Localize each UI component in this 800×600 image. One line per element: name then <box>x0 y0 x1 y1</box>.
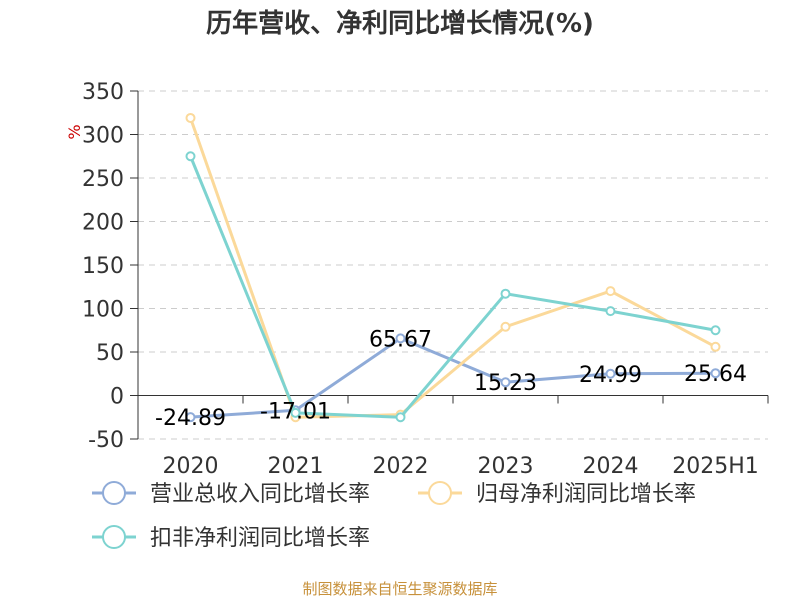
y-tick-label: 300 <box>82 124 124 149</box>
data-point <box>500 321 511 332</box>
y-tick-label: 200 <box>82 211 124 236</box>
y-tick-label: 250 <box>82 167 124 192</box>
y-axis-unit: % <box>65 124 84 139</box>
x-tick-label: 2025H1 <box>672 454 759 479</box>
data-label: -24.89 <box>155 406 226 431</box>
y-tick-label: 0 <box>110 385 124 410</box>
x-tick-label: 2024 <box>583 454 639 479</box>
data-point <box>710 325 721 336</box>
legend-label: 营业总收入同比增长率 <box>150 482 370 507</box>
data-point <box>605 306 616 317</box>
data-label: 25.64 <box>684 362 747 387</box>
series-group <box>185 112 721 423</box>
data-point <box>185 151 196 162</box>
data-label: 65.67 <box>369 327 432 352</box>
x-tick-label: 2021 <box>268 454 324 479</box>
data-point <box>500 377 511 388</box>
y-tick-label: -50 <box>88 428 124 453</box>
legend-label: 归母净利润同比增长率 <box>476 482 696 507</box>
x-tick-label: 2023 <box>478 454 534 479</box>
data-point <box>395 412 406 423</box>
data-point <box>500 288 511 299</box>
data-point <box>185 412 196 423</box>
y-tick-label: 50 <box>96 341 124 366</box>
y-tick-labels: -50 0 50 100 150 200 250 300 350 <box>82 80 124 453</box>
data-point <box>185 112 196 123</box>
legend-marker <box>102 481 126 505</box>
data-label: 15.23 <box>474 371 537 396</box>
x-tick-labels: 2020 2021 2022 2023 2024 2025H1 <box>163 454 759 479</box>
x-tick-label: 2022 <box>373 454 429 479</box>
data-point <box>710 368 721 379</box>
y-tick-label: 150 <box>82 254 124 279</box>
chart-title: 历年营收、净利同比增长情况(%) <box>206 8 594 39</box>
grid-lines <box>130 90 768 440</box>
axes <box>137 91 769 439</box>
data-point <box>605 286 616 297</box>
legend-marker <box>428 481 452 505</box>
data-label: 24.99 <box>579 363 642 388</box>
series-line-2 <box>189 155 716 419</box>
legend-label: 扣非净利润同比增长率 <box>150 526 370 551</box>
data-point <box>395 333 406 344</box>
y-tick-label: 350 <box>82 80 124 105</box>
data-labels: -24.89 -17.01 65.67 15.23 24.99 25.64 <box>155 327 747 431</box>
data-point <box>290 407 301 418</box>
source-note: 制图数据来自恒生聚源数据库 <box>302 580 497 598</box>
data-label: -17.01 <box>260 399 331 424</box>
legend-marker <box>102 525 126 549</box>
series-line-0 <box>190 336 716 419</box>
y-tick-label: 100 <box>82 298 124 323</box>
data-point <box>605 368 616 379</box>
x-tick-label: 2020 <box>163 454 219 479</box>
data-point <box>710 341 721 352</box>
